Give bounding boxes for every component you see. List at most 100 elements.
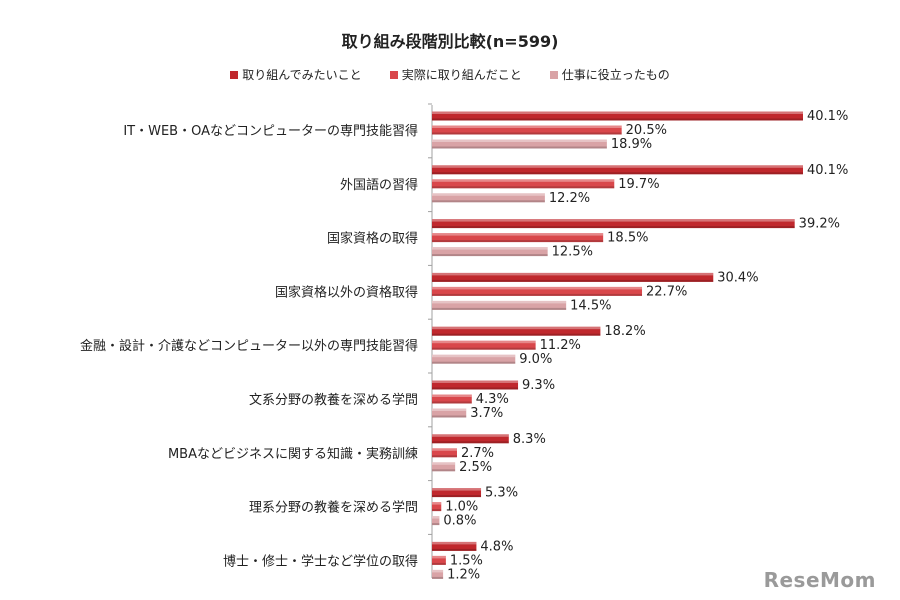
bar-want [432,541,477,551]
bar-highlight [432,462,456,465]
bar-highlight [432,233,604,236]
bar-shadow [432,415,467,418]
data-label: 5.3% [485,486,518,501]
bar-highlight [432,380,519,383]
data-label: 0.8% [443,514,476,529]
bar-highlight [432,179,615,182]
bar-done [432,394,472,404]
bar-highlight [432,555,446,559]
category-label: 外国語の習得 [340,177,418,193]
bar-highlight [432,502,442,505]
bar-done [432,448,457,458]
bar-highlight [432,448,457,451]
bar-shadow [432,279,714,282]
bar-useful [432,193,545,203]
data-label: 40.1% [807,109,848,124]
bar-shadow [432,401,472,404]
bar-shadow [432,146,607,149]
data-label: 22.7% [646,284,687,299]
legend-swatch-useful [549,70,558,79]
bar-highlight [432,193,545,196]
data-label: 4.8% [480,539,513,554]
bar-shadow [432,172,803,175]
bar-want [432,380,519,390]
bar-shadow [432,254,548,257]
data-label: 30.4% [717,270,758,285]
bar-want [432,326,601,336]
bar-highlight [432,219,795,222]
bar-want [432,165,803,175]
legend-label-useful: 仕事に役立ったもの [561,68,670,82]
bar-done [432,555,446,565]
data-label: 2.7% [461,446,494,461]
bar-done [432,286,643,296]
data-label: 11.2% [540,338,581,353]
bar-shadow [432,293,643,296]
bar-highlight [432,165,803,168]
bar-shadow [432,523,440,526]
bar-highlight [432,326,601,330]
legend-item-useful: 仕事に役立ったもの [549,66,670,83]
data-label: 8.3% [513,432,546,447]
bar-highlight [432,111,803,114]
bar-want [432,219,795,229]
data-label: 18.5% [607,231,648,246]
bar-done [432,233,604,243]
bar-shadow [432,387,519,390]
bar-highlight [432,569,444,573]
data-label: 9.3% [522,378,555,393]
bar-shadow [432,132,622,135]
legend-item-done: 実際に取り組んだこと [389,66,522,83]
bar-highlight [432,354,516,358]
bar-highlight [432,340,536,344]
bar-highlight [432,394,472,397]
bar-shadow [432,347,536,350]
data-label: 4.3% [476,392,509,407]
category-label: MBAなどビジネスに関する知識・実務訓練 [168,446,418,462]
category-label: 文系分野の教養を深める学問 [249,392,418,408]
bar-highlight [432,286,643,290]
bar-done [432,125,622,135]
bar-shadow [432,509,442,512]
bar-shadow [432,118,803,121]
bar-shadow [432,186,615,189]
data-label: 40.1% [807,163,848,178]
bar-want [432,272,714,282]
data-label: 14.5% [570,298,611,313]
legend: 取り組んでみたいこと 実際に取り組んだこと 仕事に役立ったもの [0,66,900,83]
chart-title: 取り組み段階別比較(n=599) [341,32,559,51]
bar-highlight [432,247,548,250]
legend-label-done: 実際に取り組んだこと [401,68,522,82]
bar-useful [432,354,516,364]
data-label: 12.5% [552,245,593,260]
data-label: 1.2% [447,567,480,582]
bar-done [432,502,442,512]
bar-highlight [432,408,467,411]
bar-shadow [432,548,477,551]
category-label: 国家資格の取得 [327,231,418,247]
bar-shadow [432,441,509,444]
legend-swatch-want [230,70,239,79]
bar-highlight [432,300,567,304]
data-label: 2.5% [459,460,492,475]
bar-useful [432,516,440,526]
bar-useful [432,462,456,472]
legend-label-want: 取り組んでみたいこと [242,68,362,82]
data-label: 39.2% [799,217,840,232]
bar-shadow [432,495,482,498]
bar-useful [432,408,467,418]
bar-shadow [432,333,601,336]
bar-done [432,179,615,189]
data-label: 19.7% [618,177,659,192]
bar-highlight [432,272,714,276]
bar-shadow [432,469,456,472]
data-label: 20.5% [626,123,667,138]
data-label: 1.0% [445,500,478,515]
bar-useful [432,569,444,579]
category-label: 理系分野の教養を深める学問 [249,500,418,516]
bar-want [432,488,482,498]
data-label: 12.2% [549,191,590,206]
bar-shadow [432,576,444,579]
category-label: 博士・修士・学士など学位の取得 [223,553,418,569]
